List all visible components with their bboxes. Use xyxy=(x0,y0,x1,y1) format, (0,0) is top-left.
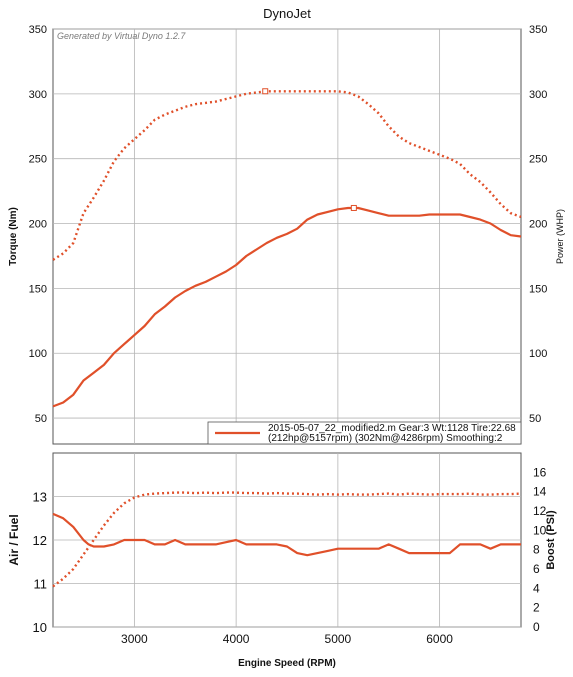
chart-title: DynoJet xyxy=(263,6,311,21)
top-y2tick-label: 300 xyxy=(529,89,547,101)
top-series-lines xyxy=(52,88,522,408)
top-y2tick-label: 50 xyxy=(529,413,541,425)
bottom-y2tick-label: 8 xyxy=(533,543,540,557)
top-y2tick-label: 200 xyxy=(529,219,547,231)
xtick-label: 4000 xyxy=(223,632,250,646)
power-peak-marker xyxy=(350,204,357,211)
torque-peak-marker xyxy=(262,88,269,95)
x-axis-label: Engine Speed (RPM) xyxy=(238,658,336,669)
bottom-left-tick-labels: 10 11 12 13 xyxy=(33,490,47,636)
boost-axis-label: Boost (PSI) xyxy=(545,510,557,570)
top-ytick-label: 50 xyxy=(35,413,47,425)
xtick-label: 6000 xyxy=(426,632,453,646)
top-ytick-label: 350 xyxy=(29,24,47,36)
bottom-y2tick-label: 6 xyxy=(533,562,540,576)
boost-line xyxy=(52,491,522,588)
top-left-tick-labels: 50 100 150 200 250 300 350 xyxy=(29,24,47,425)
bottom-series-lines xyxy=(52,491,522,588)
top-ytick-label: 100 xyxy=(29,348,47,360)
bottom-ytick-label: 12 xyxy=(33,533,47,548)
bottom-right-tick-labels: 0 2 4 6 8 10 12 14 16 xyxy=(533,465,547,634)
bottom-y2tick-label: 2 xyxy=(533,601,540,615)
x-tick-labels: 3000 4000 5000 6000 xyxy=(121,632,453,646)
top-y2tick-label: 250 xyxy=(529,154,547,166)
xtick-label: 5000 xyxy=(325,632,352,646)
legend-box xyxy=(207,421,522,445)
bottom-y2tick-label: 10 xyxy=(533,523,547,537)
top-plot-frame xyxy=(52,28,522,445)
torque-power-panel: 50 100 150 200 250 300 350 50 100 150 200 250 300 35… xyxy=(8,24,565,445)
bottom-y2tick-label: 0 xyxy=(533,620,540,634)
legend-entry-line1: 2015-05-07_22_modified2.m Gear:3 Wt:1128… xyxy=(268,423,516,434)
bottom-ytick-label: 11 xyxy=(34,577,48,592)
torque-axis-label: Torque (Nm) xyxy=(8,207,19,266)
bottom-ytick-label: 13 xyxy=(33,490,47,505)
bottom-y2tick-label: 4 xyxy=(533,581,540,595)
bottom-ytick-label: 10 xyxy=(33,620,47,635)
top-ytick-label: 150 xyxy=(29,283,47,295)
top-ytick-label: 300 xyxy=(29,89,47,101)
air_fuel-line xyxy=(52,512,521,557)
top-ytick-label: 250 xyxy=(29,154,47,166)
torque-line xyxy=(52,90,522,261)
top-grid xyxy=(53,28,521,444)
bottom-y2tick-label: 14 xyxy=(533,485,547,499)
top-ytick-label: 200 xyxy=(29,219,47,231)
legend: 2015-05-07_22_modified2.m Gear:3 Wt:1128… xyxy=(207,421,522,445)
bottom-y2tick-label: 12 xyxy=(533,504,547,518)
power-axis-label: Power (WHP) xyxy=(555,209,565,264)
air-fuel-axis-label: Air / Fuel xyxy=(7,514,21,565)
top-y2tick-label: 100 xyxy=(529,348,547,360)
bottom-y2tick-label: 16 xyxy=(533,465,547,479)
top-right-tick-labels: 50 100 150 200 250 300 350 xyxy=(529,24,547,425)
power-line xyxy=(52,206,522,408)
xtick-label: 3000 xyxy=(121,632,148,646)
watermark: Generated by Virtual Dyno 1.2.7 xyxy=(57,31,186,41)
top-y2tick-label: 150 xyxy=(529,283,547,295)
top-y2tick-label: 350 xyxy=(529,24,547,36)
legend-entry-line2: (212hp@5157rpm) (302Nm@4286rpm) Smoothin… xyxy=(268,433,503,444)
